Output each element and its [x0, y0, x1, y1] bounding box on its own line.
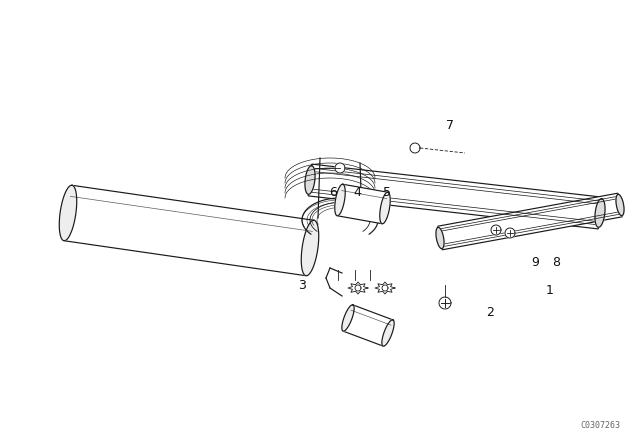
Polygon shape — [337, 184, 388, 224]
Text: 2: 2 — [486, 306, 494, 319]
Text: C0307263: C0307263 — [580, 421, 620, 430]
Text: 6: 6 — [329, 185, 337, 198]
Text: 4: 4 — [353, 185, 361, 198]
Polygon shape — [301, 220, 319, 276]
Polygon shape — [60, 185, 77, 241]
Polygon shape — [595, 199, 605, 227]
Polygon shape — [439, 297, 451, 309]
Text: 3: 3 — [298, 279, 306, 292]
Polygon shape — [348, 282, 368, 294]
Text: 7: 7 — [446, 119, 454, 132]
Polygon shape — [382, 320, 394, 346]
Polygon shape — [64, 185, 314, 276]
Text: 1: 1 — [546, 284, 554, 297]
Text: 5: 5 — [383, 185, 391, 198]
Polygon shape — [335, 184, 345, 216]
Polygon shape — [305, 166, 315, 194]
Polygon shape — [410, 143, 420, 153]
Polygon shape — [380, 192, 390, 224]
Polygon shape — [438, 193, 622, 250]
Polygon shape — [616, 194, 624, 215]
Polygon shape — [436, 228, 444, 249]
Polygon shape — [375, 282, 395, 294]
Polygon shape — [505, 228, 515, 238]
Polygon shape — [308, 164, 602, 229]
Polygon shape — [335, 163, 345, 173]
Text: 9: 9 — [531, 255, 539, 268]
Polygon shape — [343, 305, 393, 346]
Polygon shape — [342, 305, 354, 331]
Text: 8: 8 — [552, 255, 560, 268]
Polygon shape — [491, 225, 501, 235]
